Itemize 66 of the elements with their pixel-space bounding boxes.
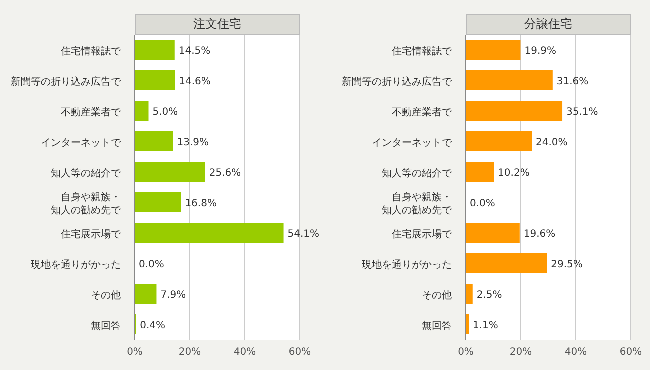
- y-tick-label: 住宅情報誌で: [61, 45, 122, 58]
- data-label: 35.1%: [566, 107, 598, 118]
- x-tick-label: 0%: [127, 347, 143, 358]
- y-tick-label: 自身や親族・知人の勧め先で: [51, 191, 122, 216]
- data-label: 24.0%: [536, 138, 568, 148]
- y-tick-label: 知人等の紹介で: [51, 167, 122, 180]
- bar: [135, 284, 157, 304]
- bar: [135, 101, 149, 121]
- data-label: 0.4%: [140, 320, 166, 332]
- data-label: 19.6%: [524, 229, 556, 240]
- y-tick-label: 住宅展示場で: [392, 228, 453, 240]
- data-label: 5.0%: [152, 107, 178, 118]
- y-tick-label: 現地を通りがかった: [31, 258, 121, 271]
- chart-title: 注文住宅: [135, 14, 300, 35]
- data-label: 7.9%: [160, 290, 186, 301]
- x-tick-label: 60%: [288, 347, 312, 358]
- data-label: 25.6%: [209, 168, 242, 179]
- x-tick-label: 60%: [620, 347, 642, 358]
- bar: [466, 132, 532, 152]
- data-label: 14.5%: [178, 46, 211, 57]
- data-label: 14.6%: [179, 76, 211, 88]
- data-label: 0.0%: [139, 260, 164, 270]
- bar: [135, 192, 182, 212]
- bar: [135, 223, 284, 243]
- x-tick-label: 40%: [564, 347, 588, 358]
- bar: [135, 70, 176, 90]
- y-tick-label: 現地を通りがかった: [362, 258, 452, 271]
- bar: [135, 132, 174, 152]
- bar: [466, 162, 494, 182]
- x-tick-label: 40%: [234, 347, 256, 358]
- chart-title: 分譲住宅: [466, 14, 631, 35]
- data-label: 10.2%: [498, 168, 530, 179]
- bar: [466, 101, 563, 121]
- y-tick-label: インターネットで: [372, 138, 453, 149]
- y-tick-label: インターネットで: [41, 138, 122, 149]
- bar: [466, 40, 521, 60]
- y-tick-label: 不動産業者で: [61, 106, 122, 118]
- x-tick-label: 20%: [510, 347, 532, 358]
- y-tick-label: 自身や親族・知人の勧め先で: [382, 191, 453, 216]
- y-tick-label: 住宅展示場で: [61, 228, 122, 240]
- y-tick-label: その他: [422, 289, 452, 302]
- y-tick-label: 無回答: [422, 320, 452, 332]
- y-tick-label: その他: [91, 289, 121, 302]
- bar: [135, 162, 206, 182]
- data-label: 19.9%: [524, 46, 557, 57]
- bar: [466, 70, 553, 90]
- x-tick-label: 0%: [458, 347, 474, 358]
- data-label: 0.0%: [470, 198, 496, 210]
- data-label: 54.1%: [288, 229, 320, 240]
- y-tick-label: 新聞等の折り込み広告で: [342, 76, 453, 88]
- data-label: 13.9%: [177, 138, 210, 148]
- bar: [135, 40, 175, 60]
- data-label: 1.1%: [473, 320, 498, 332]
- data-label: 31.6%: [556, 76, 589, 88]
- y-tick-label: 新聞等の折り込み広告で: [11, 76, 122, 88]
- data-label: 2.5%: [476, 290, 502, 301]
- y-tick-label: 不動産業者で: [392, 106, 453, 118]
- bar: [466, 223, 520, 243]
- x-tick-label: 20%: [178, 347, 202, 358]
- bar: [466, 284, 473, 304]
- y-tick-label: 住宅情報誌で: [392, 45, 453, 58]
- y-tick-label: 無回答: [91, 320, 121, 332]
- y-tick-label: 知人等の紹介で: [382, 167, 453, 180]
- data-label: 29.5%: [551, 260, 583, 270]
- data-label: 16.8%: [185, 198, 217, 210]
- bar: [466, 254, 548, 274]
